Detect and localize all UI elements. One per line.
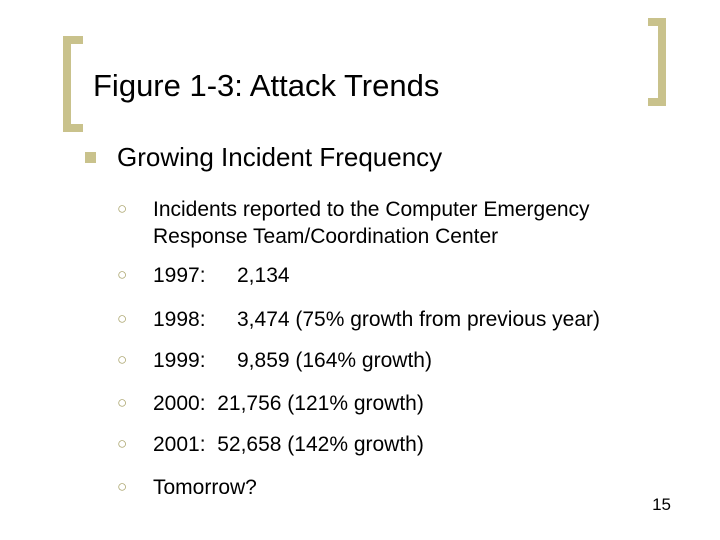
year-value: 9,859 (164% growth) bbox=[237, 349, 432, 372]
list-item: ○ 1997: 2,134 bbox=[117, 262, 697, 290]
list-item-text: 1998: 3,474 (75% growth from previous yea… bbox=[153, 306, 600, 333]
circle-bullet-icon: ○ bbox=[117, 393, 128, 412]
list-item-text: 1997: 2,134 bbox=[153, 262, 290, 289]
circle-bullet-icon: ○ bbox=[117, 309, 128, 328]
year-label: 1997: bbox=[153, 264, 206, 287]
circle-bullet-icon: ○ bbox=[117, 477, 128, 496]
year-label: 1998: bbox=[153, 308, 206, 331]
square-bullet-icon bbox=[85, 152, 96, 163]
page-number: 15 bbox=[652, 495, 671, 514]
intro-line-1: Incidents reported to the Computer Emerg… bbox=[153, 198, 590, 221]
year-value: 3,474 (75% growth from previous year) bbox=[237, 308, 600, 331]
right-bracket-top bbox=[648, 18, 666, 26]
list-item-text: Incidents reported to the Computer Emerg… bbox=[153, 196, 590, 250]
list-item-text: Tomorrow? bbox=[153, 476, 257, 499]
year-value: 2,134 bbox=[237, 264, 290, 287]
main-bullet-heading: Growing Incident Frequency bbox=[117, 142, 443, 172]
list-item: ○ Tomorrow? bbox=[117, 474, 697, 502]
list-item-text: 2000: 21,756 (121% growth) bbox=[153, 392, 424, 415]
list-item: ○ 2001: 52,658 (142% growth) bbox=[117, 431, 697, 459]
left-bracket-top bbox=[63, 36, 83, 44]
intro-line-2: Response Team/Coordination Center bbox=[153, 225, 499, 248]
circle-bullet-icon: ○ bbox=[117, 350, 128, 369]
list-item: ○ 1999: 9,859 (164% growth) bbox=[117, 347, 697, 375]
circle-bullet-icon: ○ bbox=[117, 434, 128, 453]
left-bracket-bottom bbox=[63, 124, 83, 132]
slide-title: Figure 1-3: Attack Trends bbox=[93, 68, 440, 103]
circle-bullet-icon: ○ bbox=[117, 199, 128, 218]
list-item: ○ Incidents reported to the Computer Eme… bbox=[117, 196, 697, 252]
circle-bullet-icon: ○ bbox=[117, 265, 128, 284]
right-bracket-bottom bbox=[648, 98, 666, 106]
year-label: 1999: bbox=[153, 349, 206, 372]
list-item-text: 1999: 9,859 (164% growth) bbox=[153, 347, 432, 374]
list-item: ○ 1998: 3,474 (75% growth from previous y… bbox=[117, 306, 697, 334]
list-item: ○ 2000: 21,756 (121% growth) bbox=[117, 390, 697, 418]
right-bracket-vertical bbox=[658, 18, 666, 106]
list-item-text: 2001: 52,658 (142% growth) bbox=[153, 433, 424, 456]
left-bracket-vertical bbox=[63, 36, 71, 132]
